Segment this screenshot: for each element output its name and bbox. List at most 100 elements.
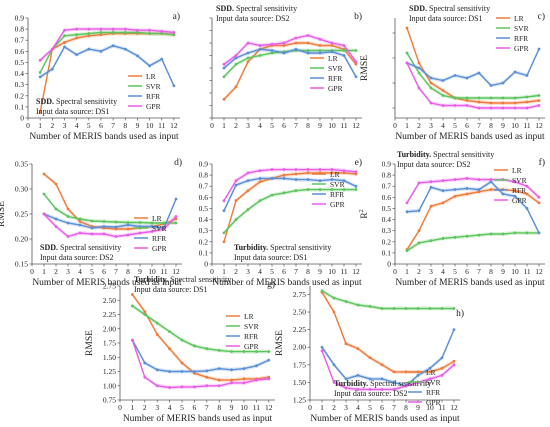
data-point-gpr [138, 231, 142, 235]
data-point-svr [126, 221, 130, 224]
x-tick-label: 0 [118, 403, 122, 412]
data-point-rfr [525, 74, 529, 77]
data-point-lr [342, 171, 346, 175]
legend-label-gpr: GPR [244, 342, 259, 351]
x-tick-label: 7 [205, 403, 209, 412]
data-point-svr [267, 350, 271, 353]
legend-label-svr: SVR [152, 224, 167, 233]
x-tick-label: 11 [438, 403, 445, 412]
data-point-rfr [63, 45, 66, 49]
x-tick-label: 10 [511, 121, 519, 130]
data-point-rfr [525, 207, 529, 210]
data-point-gpr [114, 235, 118, 238]
data-point-lr [441, 201, 445, 205]
panel-e: 0 1 2 3 4 5 6 7 8 9 10 11 1200.10.20.30.40.50.60.70.… [199, 157, 362, 288]
panel-subtitle: Spectral sensitivity [368, 379, 431, 388]
data-point-lr [99, 33, 103, 37]
y-tick-label: 1.50 [293, 378, 306, 387]
data-point-lr [537, 201, 541, 205]
data-point-lr [330, 171, 334, 175]
y-tick-label: 1.25 [293, 396, 306, 405]
data-point-lr [126, 227, 130, 231]
x-tick-label: 7 [294, 121, 298, 130]
data-point-lr [63, 41, 66, 44]
data-point-rfr [126, 223, 130, 227]
legend-label-gpr: GPR [328, 84, 343, 93]
data-point-svr [78, 217, 82, 221]
x-tick-label: 3 [344, 403, 348, 412]
data-point-gpr [174, 215, 178, 218]
x-tick-label: 8 [217, 403, 221, 412]
data-point-lr [428, 370, 432, 374]
data-point-gpr [465, 177, 469, 180]
y-tick-label: 0.6 [15, 47, 25, 56]
y-tick-label: 0.30 [15, 185, 28, 194]
y-tick-label: 2.00 [103, 324, 116, 333]
x-axis-label: Number of MERIS bands used as input [212, 277, 362, 288]
panel-label: g) [267, 279, 275, 290]
series-band-svr [44, 192, 176, 225]
data-point-gpr [136, 28, 139, 32]
y-tick-label: 0.5 [15, 58, 25, 67]
x-tick-label: 1 [38, 121, 42, 130]
legend-label-gpr: GPR [426, 398, 441, 407]
y-axis-label: RMSE [85, 330, 95, 356]
data-point-svr [217, 349, 221, 352]
data-point-lr [282, 44, 286, 47]
data-point-svr [501, 232, 505, 236]
data-point-svr [282, 191, 286, 195]
x-tick-label: 7 [392, 403, 396, 412]
x-tick-label: 0 [393, 267, 397, 276]
x-tick-label: 9 [318, 267, 322, 276]
x-axis-label: Number of MERIS bands used as input [29, 131, 179, 142]
x-axis-label: Number of MERIS bands used as input [395, 277, 545, 288]
data-point-svr [320, 289, 324, 293]
data-point-lr [66, 207, 70, 211]
x-tick-label: 9 [501, 267, 505, 276]
y-tick-label: 0.5 [199, 204, 209, 213]
data-point-gpr [258, 169, 262, 173]
panel-label: f) [539, 157, 545, 168]
data-point-svr [354, 49, 358, 52]
data-point-gpr [330, 168, 334, 171]
panel-title-bold: SDD. [36, 97, 54, 106]
x-tick-label: 4 [258, 267, 262, 276]
data-point-rfr [417, 209, 421, 213]
legend-label-lr: LR [330, 170, 340, 179]
data-point-gpr [356, 388, 360, 391]
x-tick-label: 9 [318, 121, 322, 130]
legend-label-lr: LR [244, 312, 254, 321]
data-point-svr [193, 344, 196, 348]
data-point-gpr [162, 227, 166, 231]
panel-title-bold: SDD. [216, 4, 234, 13]
data-point-lr [222, 97, 226, 101]
x-tick-label: 1 [42, 267, 46, 276]
data-point-lr [380, 363, 384, 367]
data-point-svr [440, 307, 444, 310]
data-point-lr [78, 220, 82, 223]
data-point-lr [441, 89, 445, 92]
data-point-gpr [368, 388, 372, 391]
data-point-rfr [489, 180, 493, 184]
data-point-lr [513, 189, 517, 193]
y-tick-label: 0.9 [199, 160, 209, 169]
x-tick-label: 12 [172, 267, 180, 276]
data-point-gpr [465, 104, 469, 107]
data-point-rfr [318, 51, 322, 55]
panel-source: Input data source: DS1 [134, 285, 208, 294]
data-point-rfr [477, 71, 481, 75]
data-point-lr [222, 240, 226, 244]
series-band-gpr [44, 212, 176, 239]
y-axis-label-superscript: 2 [358, 209, 365, 212]
data-point-gpr [131, 338, 134, 342]
panel-subtitle: Spectral sensitivity [168, 275, 231, 284]
panel-title-bold: Turbidity. [334, 379, 368, 388]
y-tick-label: 1.75 [103, 339, 116, 348]
data-point-svr [54, 207, 58, 211]
series-line-lr [321, 291, 455, 373]
data-point-rfr [356, 373, 360, 377]
data-point-gpr [267, 377, 271, 381]
series-band-gpr [322, 348, 454, 392]
data-point-gpr [306, 168, 310, 171]
data-point-lr [513, 101, 517, 105]
